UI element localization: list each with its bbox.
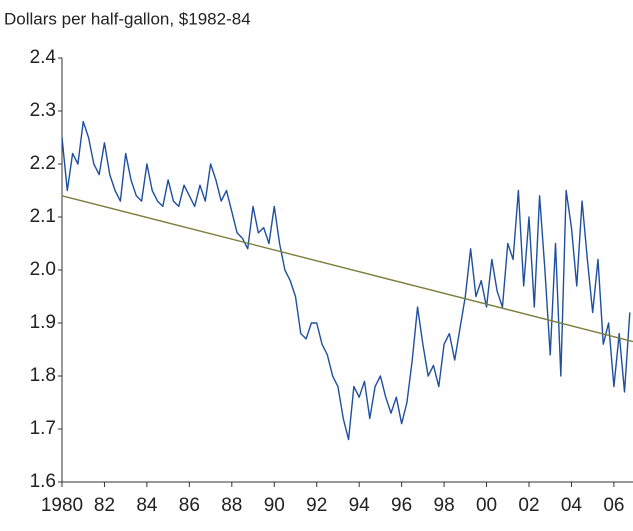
y-tick-label: 1.8: [30, 365, 56, 386]
x-tick-label: 00: [476, 495, 497, 516]
y-tick-label: 1.9: [30, 312, 56, 333]
x-tick-label: 1980: [41, 495, 83, 516]
x-tick-label: 84: [136, 495, 158, 516]
x-tick-label: 96: [391, 495, 412, 516]
x-tick-label: 04: [561, 495, 583, 516]
x-tick-label: 86: [179, 495, 200, 516]
y-tick-label: 2.1: [30, 206, 56, 227]
x-tick-label: 94: [349, 495, 371, 516]
chart-title: Dollars per half-gallon, $1982-84: [4, 9, 251, 28]
x-tick-label: 90: [264, 495, 285, 516]
data-line: [61, 195, 633, 343]
data-line: [61, 120, 631, 441]
y-tick-label: 2.2: [30, 153, 56, 174]
x-tick-label: 92: [306, 495, 327, 516]
x-tick-label: 02: [518, 495, 539, 516]
y-tick-label: 2.3: [30, 100, 56, 121]
x-tick-label: 06: [603, 495, 624, 516]
y-tick-label: 1.7: [30, 418, 56, 439]
y-tick-label: 2.0: [30, 259, 56, 280]
x-tick-label: 98: [434, 495, 455, 516]
y-tick-label: 1.6: [30, 471, 56, 492]
x-tick-label: 82: [94, 495, 115, 516]
y-tick-label: 2.4: [30, 47, 57, 68]
x-tick-label: 88: [221, 495, 242, 516]
